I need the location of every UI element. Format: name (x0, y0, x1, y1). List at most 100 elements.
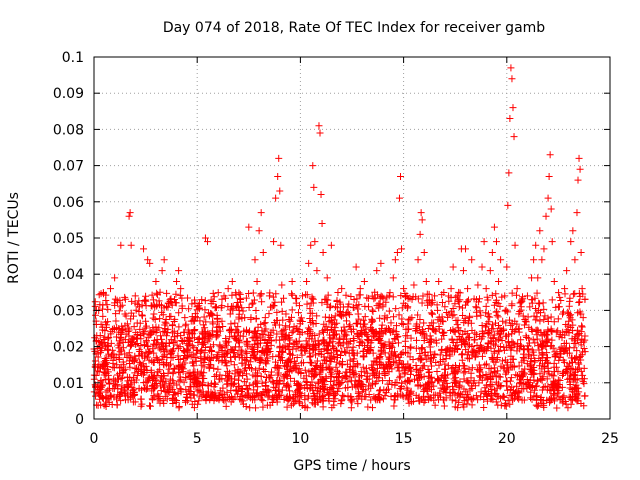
data-point (566, 381, 574, 389)
data-point (249, 289, 257, 297)
data-point (545, 370, 553, 378)
data-point (379, 361, 387, 369)
data-point (509, 104, 517, 112)
data-point (147, 329, 155, 337)
y-axis-label: ROTI / TECUs (6, 192, 22, 284)
data-point (434, 375, 442, 383)
data-point (334, 387, 342, 395)
data-point (198, 347, 206, 355)
data-point (431, 351, 439, 359)
data-point (385, 292, 393, 300)
data-point (513, 343, 521, 351)
data-point (277, 241, 285, 249)
data-point (128, 297, 136, 305)
data-point (387, 350, 395, 358)
data-point (448, 365, 456, 373)
data-point (351, 363, 359, 371)
data-point (356, 391, 364, 399)
data-point (405, 390, 413, 398)
data-point (148, 373, 156, 381)
data-point (430, 382, 438, 390)
data-point (440, 402, 448, 410)
data-point (244, 384, 252, 392)
data-point (301, 366, 309, 374)
data-point (176, 385, 184, 393)
data-point (181, 314, 189, 322)
data-point (386, 326, 394, 334)
data-point (452, 293, 460, 301)
data-point (357, 320, 365, 328)
data-point (311, 372, 319, 380)
data-point (356, 285, 364, 293)
data-point (512, 371, 520, 379)
data-point (442, 355, 450, 363)
data-point (379, 395, 387, 403)
data-point (405, 376, 413, 384)
data-point (529, 348, 537, 356)
y-tick-label: 0.1 (62, 50, 84, 66)
data-point (273, 308, 281, 316)
data-point (201, 297, 209, 305)
data-point (308, 309, 316, 317)
data-point (273, 330, 281, 338)
data-point (250, 296, 258, 304)
data-point (192, 313, 200, 321)
data-point (575, 331, 583, 339)
data-point (419, 362, 427, 370)
data-point (320, 345, 328, 353)
data-point (143, 384, 151, 392)
data-point (453, 338, 461, 346)
data-point (379, 303, 387, 311)
data-point (327, 372, 335, 380)
data-point (280, 362, 288, 370)
data-point (212, 333, 220, 341)
data-point (373, 364, 381, 372)
data-point (533, 402, 541, 410)
data-point (275, 321, 283, 329)
data-point (416, 366, 424, 374)
data-point (416, 349, 424, 357)
data-point (362, 393, 370, 401)
data-point (355, 376, 363, 384)
data-point (223, 380, 231, 388)
data-point (462, 245, 470, 253)
data-point (131, 365, 139, 373)
data-point (120, 361, 128, 369)
data-point (403, 292, 411, 300)
data-point (378, 321, 386, 329)
data-point (235, 315, 243, 323)
data-point (188, 300, 196, 308)
data-point (129, 335, 137, 343)
data-point (481, 347, 489, 355)
data-point (477, 393, 485, 401)
data-point (176, 343, 184, 351)
data-point (209, 289, 217, 297)
data-point (149, 324, 157, 332)
data-point (509, 326, 517, 334)
data-point (107, 339, 115, 347)
data-point (346, 311, 354, 319)
data-point (330, 397, 338, 405)
data-point (232, 291, 240, 299)
data-point (329, 331, 337, 339)
data-point (443, 346, 451, 354)
data-point (420, 393, 428, 401)
data-point (390, 313, 398, 321)
data-point (483, 392, 491, 400)
data-point (201, 234, 209, 242)
data-point (527, 362, 535, 370)
data-point (189, 330, 197, 338)
data-point (303, 291, 311, 299)
data-point (441, 303, 449, 311)
data-point (314, 337, 322, 345)
data-point (440, 387, 448, 395)
data-point (125, 212, 133, 220)
data-point (315, 122, 323, 130)
data-point (336, 310, 344, 318)
data-point (567, 238, 575, 246)
data-point (235, 353, 243, 361)
data-point (455, 303, 463, 311)
data-point (389, 293, 397, 301)
data-point (576, 298, 584, 306)
data-point (467, 319, 475, 327)
